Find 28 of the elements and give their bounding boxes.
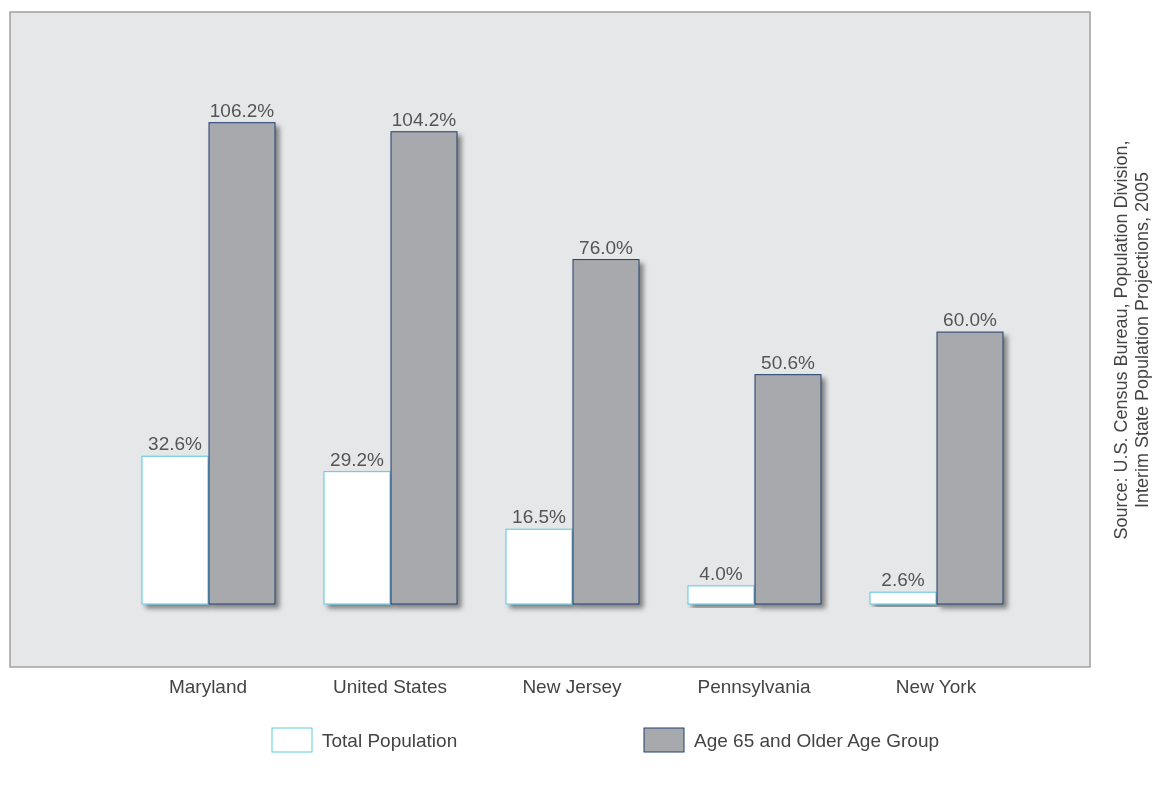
bar [572,259,640,605]
data-label: 4.0% [699,562,743,584]
data-label: 50.6% [761,351,816,373]
bar [208,122,276,605]
data-label: 29.2% [330,448,385,470]
data-label: 60.0% [943,309,998,331]
data-label: 16.5% [512,506,567,528]
x-tick-label: Maryland [168,676,248,697]
bar [141,455,209,605]
bar [754,374,822,605]
legend-label: Total Population [322,730,458,751]
x-tick-label: New York [895,676,977,697]
bar [323,471,391,605]
data-label: 106.2% [209,99,275,121]
data-label: 76.0% [579,236,634,258]
data-label: 104.2% [391,108,457,130]
bar [687,585,755,605]
bar [936,331,1004,605]
bar [869,591,937,605]
legend-label: Age 65 and Older Age Group [694,730,940,751]
x-tick-label: Pennsylvania [697,676,811,697]
x-tick-label: United States [332,676,448,697]
x-tick-label: New Jersey [522,676,623,697]
data-label: 2.6% [881,569,925,591]
data-label: 32.6% [148,433,203,455]
bar [390,131,458,605]
bar [505,528,573,605]
source-note: Source: U.S. Census Bureau, Population Division, Interim State Population Projections, 2005 [1111,140,1152,540]
